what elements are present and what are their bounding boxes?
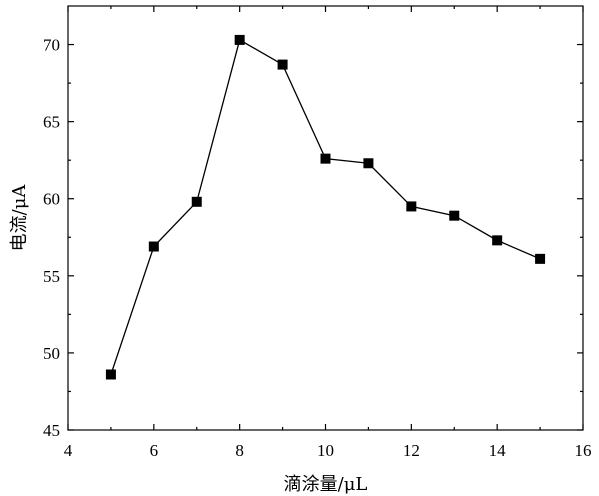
ticks: 4 6 8 10 12 14 16 45 50 55 60 65 70 [43,6,592,460]
y-tick-label: 60 [43,190,60,209]
data-point [105,369,116,380]
y-tick-label: 65 [43,113,60,132]
y-axis-title: 电流/μA [9,184,30,252]
x-tick-label: 4 [64,441,73,460]
y-tick-label: 50 [43,344,60,363]
data-point [449,210,460,221]
data-point [406,201,417,212]
data-point [320,153,331,164]
data-point [492,235,503,246]
x-tick-label: 12 [403,441,420,460]
data-point [277,59,288,70]
y-tick-label: 70 [43,36,60,55]
data-point [363,158,374,169]
series [105,34,546,380]
x-tick-label: 10 [317,441,334,460]
y-tick-label: 45 [43,421,60,440]
data-point [535,253,546,264]
x-tick-label: 8 [235,441,244,460]
series-line [110,38,541,375]
plot-frame [67,5,584,431]
axes [67,5,584,431]
x-tick-label: 14 [489,441,507,460]
x-tick-label: 16 [575,441,592,460]
x-axis-title: 滴涂量/μL [284,474,368,495]
y-tick-label: 55 [43,267,60,286]
data-point [191,196,202,207]
data-point [234,34,245,45]
x-tick-label: 6 [150,441,159,460]
data-point [148,241,159,252]
